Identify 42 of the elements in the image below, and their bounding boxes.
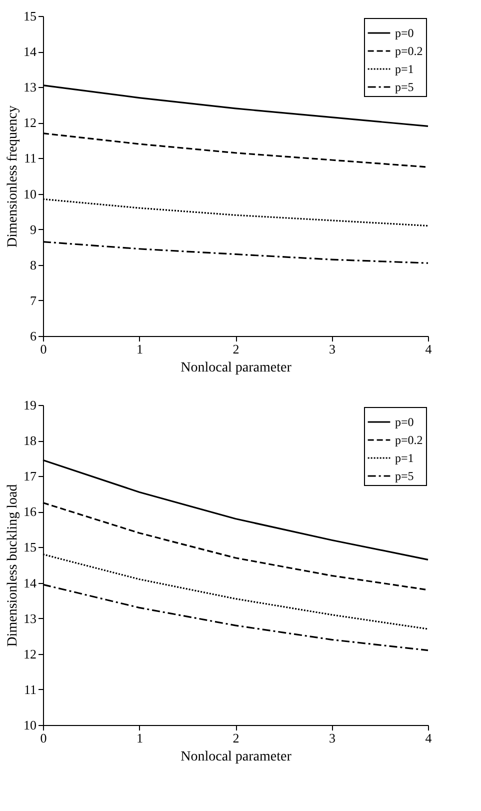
legend-label: p=0 [395, 415, 414, 429]
y-tick-label: 10 [24, 186, 36, 202]
x-axis-title: Nonlocal parameter [180, 750, 292, 764]
x-tick-label: 4 [425, 342, 432, 356]
x-tick-label: 1 [136, 342, 143, 356]
x-tick-label: 3 [329, 342, 336, 356]
legend-label: p=1 [395, 62, 414, 76]
y-tick-label: 8 [30, 257, 36, 272]
y-tick-label: 18 [24, 433, 36, 448]
x-tick-label: 1 [136, 730, 143, 746]
y-tick-label: 12 [24, 646, 36, 662]
y-tick-label: 13 [24, 610, 36, 626]
y-tick-label: 6 [30, 328, 37, 344]
x-tick-label: 0 [40, 730, 47, 746]
y-tick-label: 13 [24, 80, 36, 95]
x-axis-title: Nonlocal parameter [180, 360, 292, 376]
legend-label: p=5 [395, 80, 414, 94]
x-tick-label: 2 [232, 342, 240, 356]
legend-label: p=0 [395, 26, 414, 40]
y-tick-label: 12 [24, 115, 36, 130]
y-tick-label: 9 [30, 222, 36, 237]
x-tick-label: 3 [329, 730, 336, 746]
legend-label: p=1 [395, 451, 414, 465]
y-tick-label: 14 [24, 44, 37, 60]
x-tick-label: 4 [425, 730, 432, 746]
y-tick-label: 15 [24, 8, 36, 24]
legend-label: p=5 [395, 469, 414, 483]
x-tick-label: 0 [40, 342, 47, 356]
y-tick-label: 11 [24, 682, 36, 697]
y-tick-label: 15 [24, 540, 36, 555]
y-tick-label: 16 [24, 504, 37, 520]
y-axis-title: Dimensionless frequency [6, 106, 20, 248]
legend-label: p=0.2 [395, 433, 423, 447]
x-tick-label: 2 [232, 730, 240, 746]
y-tick-label: 17 [24, 468, 37, 484]
y-tick-label: 19 [24, 398, 36, 412]
legend-label: p=0.2 [395, 44, 423, 58]
y-tick-label: 10 [24, 718, 36, 732]
y-tick-label: 7 [30, 292, 37, 308]
y-tick-label: 14 [24, 575, 37, 590]
y-axis-title: Dimensionless buckling load [6, 484, 20, 647]
y-tick-label: 11 [24, 150, 36, 166]
